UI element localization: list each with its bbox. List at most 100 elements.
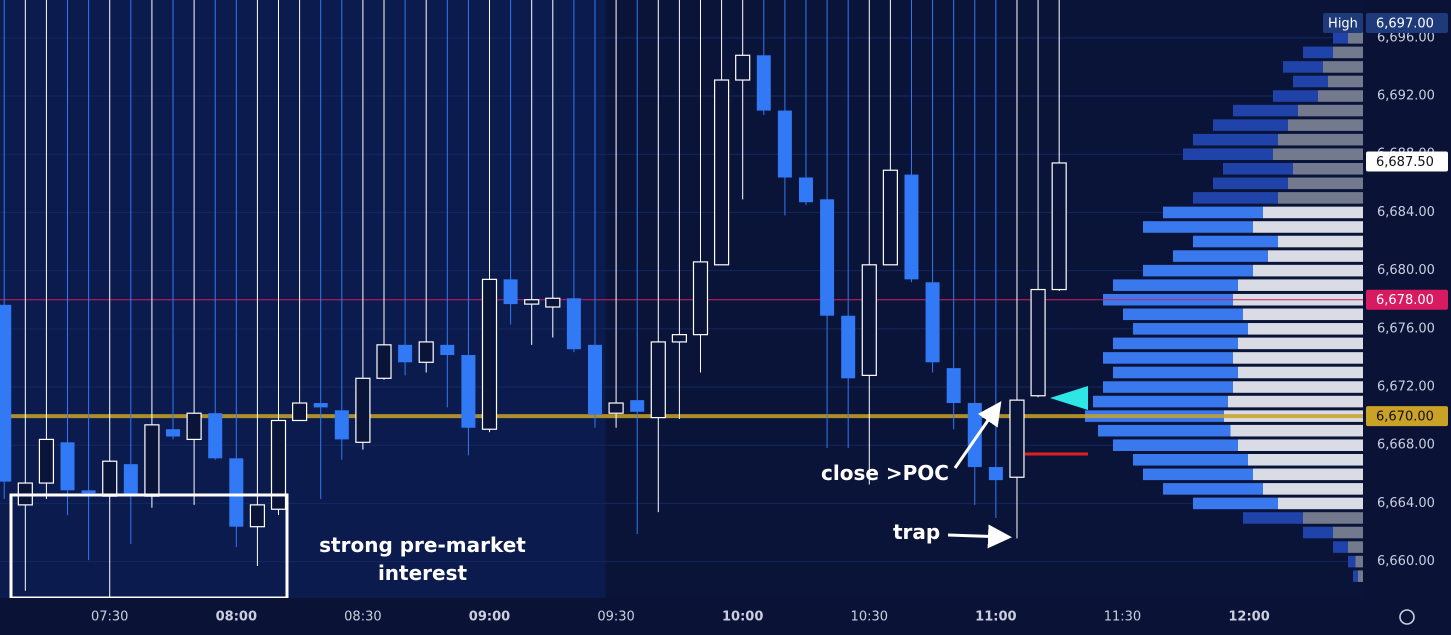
price-label-box	[1366, 289, 1448, 310]
x-tick-label: 10:30	[851, 610, 888, 625]
volume-profile-bar	[1193, 497, 1363, 510]
candle-body	[229, 458, 244, 527]
candle-body	[60, 442, 75, 491]
candle-body	[249, 504, 266, 528]
y-tick-label: 6,696.00	[1377, 30, 1435, 45]
candle-body	[0, 304, 12, 482]
candle-body	[376, 344, 392, 379]
high-name-box	[1323, 13, 1363, 33]
volume-profile-bar	[1093, 395, 1363, 408]
price-label-box	[1366, 151, 1448, 172]
candle-body	[1051, 162, 1067, 291]
volume-profile-bar	[1143, 221, 1363, 233]
arrow	[947, 524, 1012, 549]
volume-profile-bar	[1213, 119, 1363, 131]
candle-body	[904, 174, 919, 280]
volume-profile-bar	[1133, 323, 1363, 335]
volume-profile-bar	[1333, 32, 1363, 44]
x-tick-label: 09:30	[597, 610, 634, 625]
annotation: trap	[893, 520, 941, 544]
volume-profile-bar	[1303, 526, 1363, 539]
candle-body	[334, 410, 349, 440]
volume-profile-bar	[1098, 424, 1363, 437]
x-tick-label: 11:00	[975, 610, 1016, 625]
volume-profile-bar	[1113, 337, 1363, 350]
volume-profile-bar	[1163, 206, 1363, 219]
candle-body	[735, 54, 751, 81]
pointer-triangle	[1050, 386, 1088, 410]
annotation: strong pre-market interest	[319, 533, 526, 585]
y-tick-label: 6,672.00	[1377, 380, 1435, 395]
volume-profile-bar	[1223, 163, 1363, 175]
y-tick-label: 6,660.00	[1377, 554, 1435, 569]
volume-profile-bar	[1233, 104, 1363, 117]
candle-body	[798, 177, 813, 203]
volume-profile-bar	[1193, 133, 1363, 146]
volume-profile-bar	[1213, 177, 1363, 190]
candle-body	[587, 344, 602, 415]
volume-profile-bar	[1283, 61, 1363, 73]
settings-icon[interactable]	[1399, 609, 1415, 625]
volume-profile-bar	[1273, 90, 1363, 102]
volume-profile-bar	[1333, 541, 1363, 553]
candle-body	[608, 402, 624, 414]
high-label: 6,697.00	[1376, 17, 1434, 32]
candle-body	[841, 315, 856, 379]
candle-body	[208, 413, 223, 459]
candle-body	[692, 261, 709, 336]
x-tick-label: 11:30	[1104, 610, 1141, 625]
candle-body	[166, 429, 181, 437]
candle-body	[503, 279, 518, 305]
candle-body	[186, 412, 202, 441]
volume-profile-bar	[1293, 75, 1363, 88]
y-tick-label: 6,664.00	[1377, 496, 1435, 511]
candle-body	[38, 438, 55, 484]
price-axis	[1363, 0, 1451, 635]
volume-profile-bar	[1113, 279, 1363, 291]
candle-body	[630, 400, 645, 412]
candle-body	[144, 424, 160, 497]
y-tick-label: 6,684.00	[1377, 205, 1435, 220]
candle-body	[292, 402, 308, 422]
candle-body	[440, 344, 455, 356]
candle-body	[650, 341, 666, 419]
high-label-box	[1366, 13, 1448, 33]
price-label: 6,678.00	[1376, 293, 1434, 308]
candle-body	[756, 55, 771, 111]
time-axis	[0, 598, 1451, 635]
candle-body	[481, 278, 498, 430]
volume-profile-bar	[1133, 454, 1363, 466]
annotation: close >POC	[821, 461, 949, 485]
y-tick-label: 6,680.00	[1377, 263, 1435, 278]
volume-profile-bar	[1193, 192, 1363, 204]
volume-profile-bar	[1173, 250, 1363, 262]
volume-profile-bar	[1113, 366, 1363, 379]
x-tick-label: 08:00	[216, 610, 257, 625]
candle-body	[313, 403, 328, 408]
candle-body	[418, 341, 434, 363]
candle-body	[777, 110, 792, 178]
candle-body	[820, 199, 835, 316]
candle-body	[81, 490, 96, 494]
volume-profile-bar	[1353, 570, 1363, 582]
x-tick-label: 08:30	[344, 610, 381, 625]
volume-profile-bar	[1123, 308, 1363, 321]
candle-body	[671, 334, 687, 343]
candle-body	[566, 298, 581, 350]
volume-profile-bar	[1113, 439, 1363, 452]
candle-body	[1009, 399, 1025, 478]
candle-body	[1030, 288, 1046, 397]
candle-body	[545, 297, 561, 308]
high-name: High	[1328, 17, 1358, 32]
candle-body	[355, 377, 371, 443]
x-tick-label: 12:00	[1228, 610, 1269, 625]
volume-profile-bar	[1103, 352, 1363, 364]
candle-body	[946, 368, 961, 404]
price-label: 6,687.50	[1376, 155, 1434, 170]
candle-body	[713, 79, 730, 266]
volume-profile-bar	[1303, 46, 1363, 59]
candle-body	[988, 467, 1003, 481]
candle-body	[398, 344, 413, 363]
